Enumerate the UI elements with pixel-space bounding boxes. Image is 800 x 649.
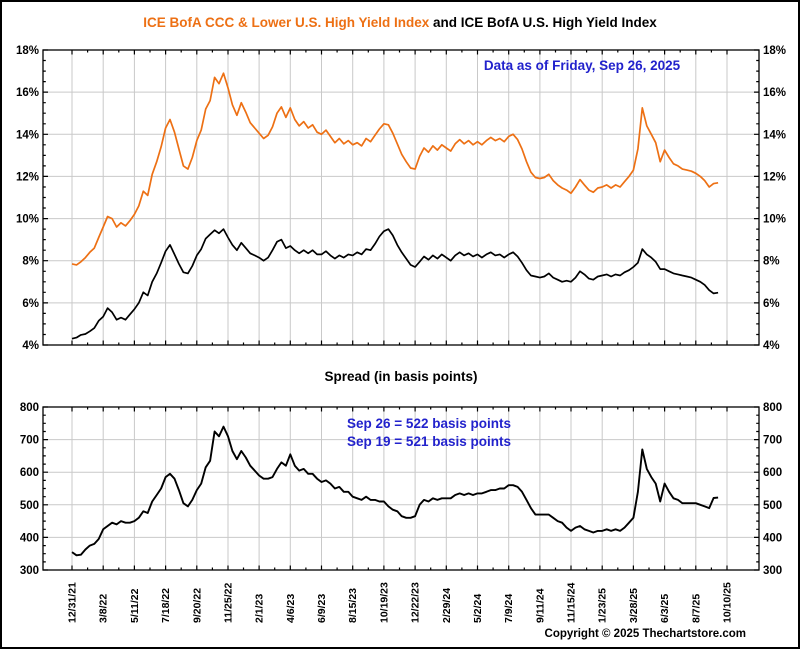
plot-frame xyxy=(42,406,760,571)
x-date-label: 6/9/23 xyxy=(316,594,328,623)
y-tick-label-left: 500 xyxy=(20,500,39,512)
axis-ticks xyxy=(43,49,759,346)
y-tick-label-right: 4% xyxy=(763,340,780,352)
y-tick-label-left: 8% xyxy=(22,256,39,268)
page-title-hy: and ICE BofA U.S. High Yield Index xyxy=(429,15,657,30)
y-tick-label-right: 500 xyxy=(763,500,782,512)
y-tick-label-left: 10% xyxy=(16,214,39,226)
y-tick-label-right: 400 xyxy=(763,532,782,544)
x-date-label: 12/31/21 xyxy=(67,582,79,623)
x-date-label: 7/9/24 xyxy=(503,594,515,623)
y-tick-label-left: 6% xyxy=(22,298,39,310)
spread-value-sep19: Sep 19 = 521 basis points xyxy=(347,434,511,449)
y-tick-label-right: 14% xyxy=(763,129,786,141)
x-date-label: 2/1/23 xyxy=(254,594,266,623)
x-date-label: 7/18/22 xyxy=(160,588,172,623)
y-tick-label-left: 800 xyxy=(20,402,39,414)
gridlines xyxy=(43,50,759,345)
y-tick-label-right: 8% xyxy=(763,256,780,268)
y-tick-label-left: 300 xyxy=(20,565,39,577)
x-date-label: 11/15/24 xyxy=(566,583,578,623)
x-date-label: 3/8/22 xyxy=(98,594,110,623)
y-tick-label-right: 10% xyxy=(763,214,786,226)
y-tick-label-left: 16% xyxy=(16,87,39,99)
y-tick-label-left: 400 xyxy=(20,532,39,544)
spread-value-sep26: Sep 26 = 522 basis points xyxy=(347,416,511,431)
x-date-label: 10/19/23 xyxy=(378,582,390,623)
x-date-label: 2/29/24 xyxy=(441,588,453,623)
x-date-label: 11/25/22 xyxy=(223,583,235,623)
series-hy_line xyxy=(71,425,719,557)
y-tick-label-left: 14% xyxy=(16,129,39,141)
y-tick-label-right: 600 xyxy=(763,467,782,479)
y-tick-label-right: 300 xyxy=(763,565,782,577)
plot-frame xyxy=(42,49,760,346)
x-date-label: 4/6/23 xyxy=(285,594,297,623)
x-date-label: 8/15/23 xyxy=(347,588,359,623)
axis-ticks xyxy=(43,406,759,571)
x-date-label: 5/11/22 xyxy=(129,588,141,623)
series-ccc_line xyxy=(71,72,719,266)
y-tick-label-right: 800 xyxy=(763,402,782,414)
y-tick-label-left: 12% xyxy=(16,171,39,183)
x-date-label: 6/3/25 xyxy=(659,594,671,623)
y-tick-label-left: 4% xyxy=(22,340,39,352)
x-date-label: 3/28/25 xyxy=(628,588,640,623)
y-tick-label-right: 12% xyxy=(763,171,786,183)
x-date-label: 1/23/25 xyxy=(597,588,609,623)
y-tick-label-right: 16% xyxy=(763,87,786,99)
copyright-text: Copyright © 2025 Thechartstore.com xyxy=(544,628,746,640)
spread-chart-title: Spread (in basis points) xyxy=(324,369,478,384)
x-date-label: 9/20/22 xyxy=(191,588,203,623)
page-title-ccc: ICE BofA CCC & Lower U.S. High Yield Ind… xyxy=(143,15,430,30)
y-tick-label-left: 18% xyxy=(16,45,39,57)
x-date-label: 9/11/24 xyxy=(534,588,546,623)
y-tick-label-left: 600 xyxy=(20,467,39,479)
series-hy_line xyxy=(71,228,719,340)
x-date-label: 5/2/24 xyxy=(472,594,484,623)
y-tick-label-left: 700 xyxy=(20,435,39,447)
data-as-of-annotation: Data as of Friday, Sep 26, 2025 xyxy=(483,58,681,73)
y-tick-label-right: 700 xyxy=(763,435,782,447)
y-tick-label-right: 18% xyxy=(763,45,786,57)
y-tick-label-right: 6% xyxy=(763,298,780,310)
x-date-label: 8/7/25 xyxy=(690,594,702,623)
x-date-label: 10/10/25 xyxy=(722,582,734,623)
x-date-label: 12/22/23 xyxy=(410,582,422,623)
gridlines xyxy=(43,407,759,570)
page-title: ICE BofA CCC & Lower U.S. High Yield Ind… xyxy=(2,15,798,30)
